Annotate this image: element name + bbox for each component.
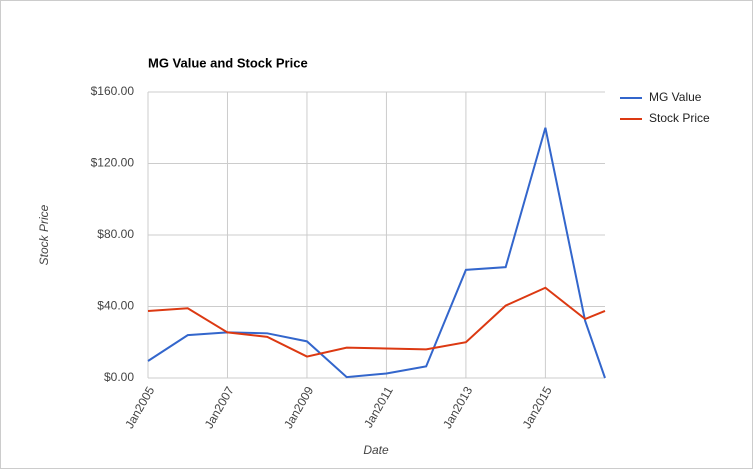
x-axis-label: Date (363, 443, 389, 457)
y-tick-label: $40.00 (97, 299, 134, 313)
y-tick-label: $0.00 (104, 370, 134, 384)
y-tick-label: $80.00 (97, 227, 134, 241)
legend-label: Stock Price (649, 111, 710, 125)
legend-label: MG Value (649, 90, 702, 104)
y-tick-label: $120.00 (91, 156, 135, 170)
y-tick-label: $160.00 (91, 84, 135, 98)
y-axis-label: Stock Price (37, 204, 51, 265)
series-line (147, 286, 606, 358)
chart-title: MG Value and Stock Price (148, 55, 308, 70)
